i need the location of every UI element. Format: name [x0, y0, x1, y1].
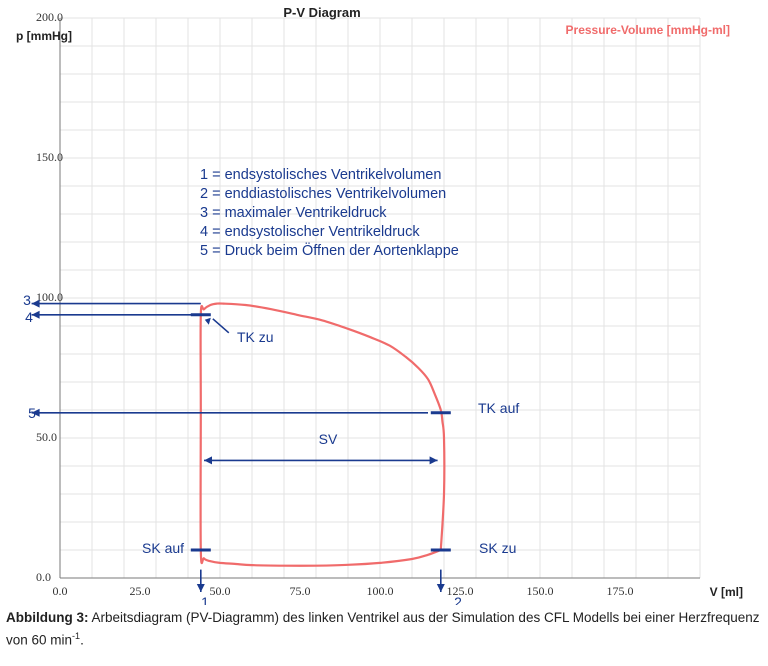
marker-number-1: 1: [201, 594, 209, 605]
y-tick-label: 100.0: [36, 290, 63, 304]
arrow-head: [429, 456, 438, 465]
caption-text: Arbeitsdiagram (PV-Diagramm) des linken …: [6, 610, 760, 648]
chart-grid: [59, 17, 701, 579]
marker-number-3: 3: [23, 292, 31, 308]
label-tk-auf: TK auf: [478, 400, 519, 416]
info-line: 3 = maximaler Ventrikeldruck: [200, 205, 387, 221]
y-tick-label: 200.0: [36, 10, 63, 24]
figure-caption: Abbildung 3: Arbeitsdiagram (PV-Diagramm…: [6, 609, 762, 650]
tick-labels: 0.0 25.0 50.0 75.0 100.0 125.0 150.0 175.0 0.0 50…: [36, 10, 634, 598]
x-tick-label: 150.0: [527, 584, 554, 598]
x-tick-label: 175.0: [607, 584, 634, 598]
y-tick-label: 50.0: [36, 430, 57, 444]
arrow-tk-zu: [212, 318, 230, 334]
marker-number-2: 2: [454, 594, 462, 605]
arrow-head: [204, 456, 212, 465]
x-axis-label: V [ml]: [710, 585, 743, 599]
y-tick-label: 150.0: [36, 150, 63, 164]
chart-title: P-V Diagram: [283, 5, 360, 20]
label-sk-zu: SK zu: [479, 540, 516, 556]
caption-label: Abbildung 3:: [6, 610, 89, 625]
x-tick-label: 75.0: [290, 584, 311, 598]
info-line: 4 = endsystolischer Ventrikeldruck: [200, 224, 420, 240]
arrow-head: [31, 299, 40, 308]
y-axis-label: p [mmHg]: [16, 29, 72, 43]
label-sv: SV: [319, 431, 338, 447]
arrow-head: [31, 408, 40, 417]
legend-entry: Pressure-Volume [mmHg-ml]: [566, 23, 730, 37]
info-line: 2 = enddiastolisches Ventrikelvolumen: [200, 186, 446, 202]
arrow-head: [204, 317, 211, 325]
annotation-arrows: [31, 299, 445, 592]
label-tk-zu: TK zu: [237, 329, 274, 345]
arrow-head: [436, 584, 445, 592]
arrow-head: [31, 310, 40, 319]
marker-number-4: 4: [25, 309, 33, 325]
info-line: 1 = endsystolisches Ventrikelvolumen: [200, 167, 441, 183]
caption-end: .: [80, 632, 84, 648]
x-tick-label: 0.0: [53, 584, 68, 598]
x-tick-label: 125.0: [447, 584, 474, 598]
info-box: 1 = endsystolisches Ventrikelvolumen 2 =…: [200, 167, 459, 259]
pv-chart: 0.0 25.0 50.0 75.0 100.0 125.0 150.0 175.0 0.0 50…: [16, 5, 743, 605]
x-tick-label: 25.0: [130, 584, 151, 598]
point-markers: [190, 313, 451, 552]
label-sk-auf: SK auf: [142, 540, 184, 556]
x-tick-label: 50.0: [210, 584, 231, 598]
marker-number-5: 5: [28, 405, 36, 421]
caption-superscript: -1: [72, 631, 81, 641]
info-line: 5 = Druck beim Öffnen der Aortenklappe: [200, 241, 459, 259]
arrow-head: [196, 584, 205, 592]
y-tick-label: 0.0: [36, 570, 51, 584]
x-tick-label: 100.0: [367, 584, 394, 598]
pv-loop-curve: [199, 302, 446, 567]
